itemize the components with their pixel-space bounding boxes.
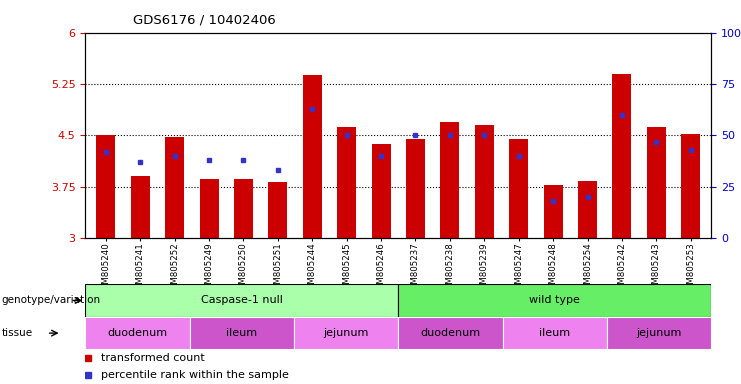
Text: jejunum: jejunum xyxy=(323,328,369,338)
Bar xyxy=(544,185,562,238)
Bar xyxy=(502,317,607,349)
Text: duodenum: duodenum xyxy=(420,328,480,338)
Text: percentile rank within the sample: percentile rank within the sample xyxy=(101,370,289,381)
Bar xyxy=(681,134,700,238)
Bar xyxy=(234,179,253,238)
Bar xyxy=(372,144,391,238)
Bar xyxy=(85,317,190,349)
Text: jejunum: jejunum xyxy=(637,328,682,338)
Text: wild type: wild type xyxy=(529,295,580,306)
Bar xyxy=(165,137,184,238)
Bar xyxy=(294,317,398,349)
Bar xyxy=(268,182,288,238)
Bar xyxy=(190,317,294,349)
Bar xyxy=(131,177,150,238)
Text: transformed count: transformed count xyxy=(101,353,205,363)
Bar xyxy=(613,74,631,238)
Bar xyxy=(399,317,502,349)
Text: duodenum: duodenum xyxy=(107,328,167,338)
Text: tissue: tissue xyxy=(1,328,33,338)
Bar xyxy=(475,125,494,238)
Bar xyxy=(578,181,597,238)
Text: ileum: ileum xyxy=(539,328,571,338)
Bar xyxy=(303,75,322,238)
Bar xyxy=(337,127,356,238)
Bar xyxy=(199,179,219,238)
Text: GDS6176 / 10402406: GDS6176 / 10402406 xyxy=(133,13,276,26)
Text: ileum: ileum xyxy=(226,328,257,338)
Bar xyxy=(647,127,665,238)
Bar xyxy=(399,284,711,317)
Text: genotype/variation: genotype/variation xyxy=(1,295,101,306)
Bar xyxy=(85,284,399,317)
Bar xyxy=(607,317,711,349)
Bar xyxy=(96,136,116,238)
Bar xyxy=(406,139,425,238)
Text: Caspase-1 null: Caspase-1 null xyxy=(201,295,282,306)
Bar xyxy=(440,122,459,238)
Bar xyxy=(509,139,528,238)
